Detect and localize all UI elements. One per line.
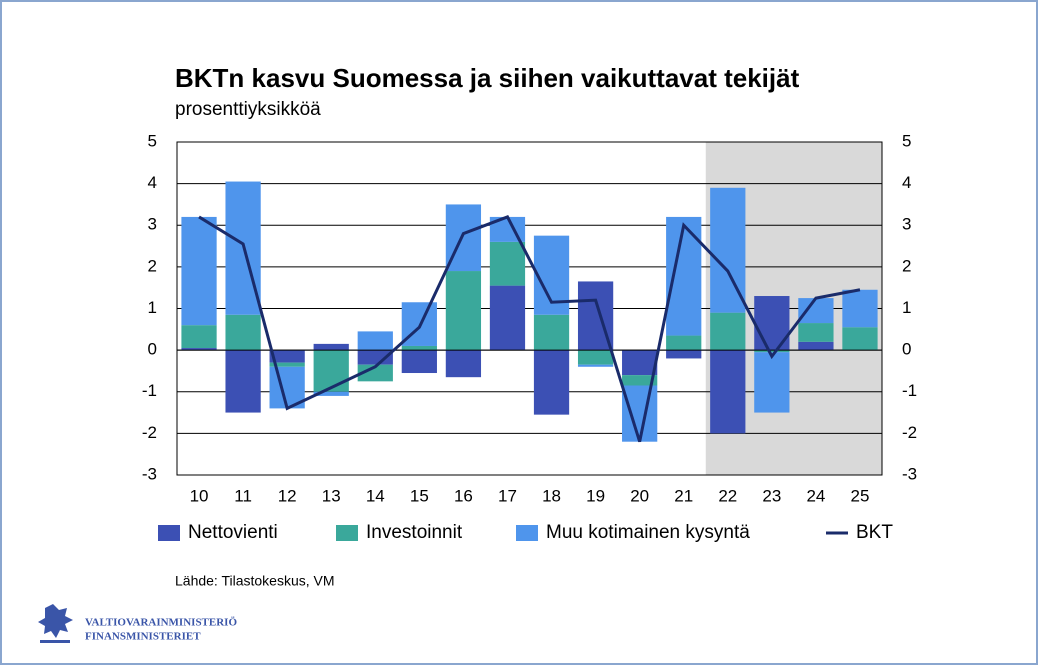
bar: [666, 350, 702, 359]
bar: [798, 341, 834, 351]
bar: [313, 391, 349, 396]
bar: [357, 364, 393, 382]
x-tick-label: 24: [806, 486, 825, 505]
bar: [269, 362, 305, 367]
bar: [798, 298, 834, 324]
logo-text: FINANSMINISTERIET: [85, 631, 201, 643]
bar: [313, 350, 349, 392]
chart-subtitle: prosenttiyksikköä: [175, 99, 321, 120]
bar: [313, 343, 349, 351]
y2-tick-label: 4: [902, 173, 911, 192]
y2-tick-label: -1: [902, 381, 917, 400]
y2-tick-label: 3: [902, 215, 911, 234]
bar: [225, 350, 261, 413]
bar: [533, 314, 570, 351]
bar: [357, 331, 393, 351]
y2-tick-label: -2: [902, 423, 917, 442]
legend-label: Investoinnit: [366, 522, 463, 543]
legend-swatch: [516, 525, 538, 541]
y2-tick-label: 5: [902, 131, 911, 150]
bar: [489, 241, 526, 286]
bar: [666, 216, 702, 336]
bar: [577, 350, 614, 365]
logo-icon: [38, 604, 73, 643]
y-tick-label: 1: [148, 298, 157, 317]
x-tick-label: 12: [278, 486, 297, 505]
bar: [181, 325, 217, 349]
bar: [710, 350, 746, 434]
y-tick-label: 0: [148, 340, 157, 359]
legend-label: Nettovienti: [188, 522, 278, 543]
x-tick-label: 10: [190, 486, 209, 505]
y2-tick-label: -3: [902, 464, 917, 483]
bar: [710, 312, 746, 351]
x-tick-label: 20: [630, 486, 649, 505]
legend-swatch: [158, 525, 180, 541]
bar: [401, 350, 437, 374]
x-tick-label: 18: [542, 486, 561, 505]
bar: [357, 350, 393, 365]
x-tick-label: 16: [454, 486, 473, 505]
bar: [798, 323, 834, 342]
bar: [842, 327, 878, 351]
legend-label: Muu kotimainen kysyntä: [546, 522, 750, 543]
bar: [401, 345, 437, 351]
line: [198, 215, 861, 443]
y-tick-label: 4: [148, 173, 157, 192]
y2-tick-label: 0: [902, 340, 911, 359]
y2-tick-label: 1: [902, 298, 911, 317]
y-tick-label: -2: [142, 423, 157, 442]
logo-text: VALTIOVARAINMINISTERIÖ: [85, 616, 237, 629]
bar: [445, 350, 482, 378]
plot-border: [176, 141, 883, 476]
y2-tick-label: 2: [902, 256, 911, 275]
bar: [622, 375, 658, 386]
x-tick-label: 11: [234, 486, 252, 505]
x-tick-label: 13: [322, 486, 341, 505]
legend-swatch: [336, 525, 358, 541]
y-tick-label: 2: [148, 256, 157, 275]
bar: [181, 348, 217, 351]
source: Lähde: Tilastokeskus, VM: [175, 573, 335, 589]
bar: [754, 352, 790, 413]
x-tick-label: 21: [674, 486, 693, 505]
y-tick-label: -1: [142, 381, 157, 400]
chart-title: BKTn kasvu Suomessa ja siihen vaikuttava…: [175, 63, 800, 93]
x-tick-label: 14: [366, 486, 385, 505]
x-tick-label: 19: [586, 486, 605, 505]
x-tick-label: 17: [498, 486, 517, 505]
bar: [622, 385, 658, 442]
bar: [445, 271, 482, 351]
x-tick-label: 23: [762, 486, 781, 505]
y-tick-label: 3: [148, 215, 157, 234]
bar: [533, 350, 570, 415]
legend-label: BKT: [856, 522, 893, 543]
y-tick-label: 5: [148, 131, 157, 150]
bar: [622, 350, 658, 376]
bar: [577, 364, 614, 367]
x-tick-label: 15: [410, 486, 429, 505]
x-tick-label: 22: [718, 486, 737, 505]
bar: [754, 350, 790, 353]
bar: [269, 350, 305, 363]
bar: [225, 314, 261, 351]
x-tick-label: 25: [851, 486, 870, 505]
bar: [489, 285, 526, 351]
bar: [666, 335, 702, 351]
bar: [181, 216, 217, 326]
y-tick-label: -3: [142, 464, 157, 483]
bar: [842, 289, 878, 328]
